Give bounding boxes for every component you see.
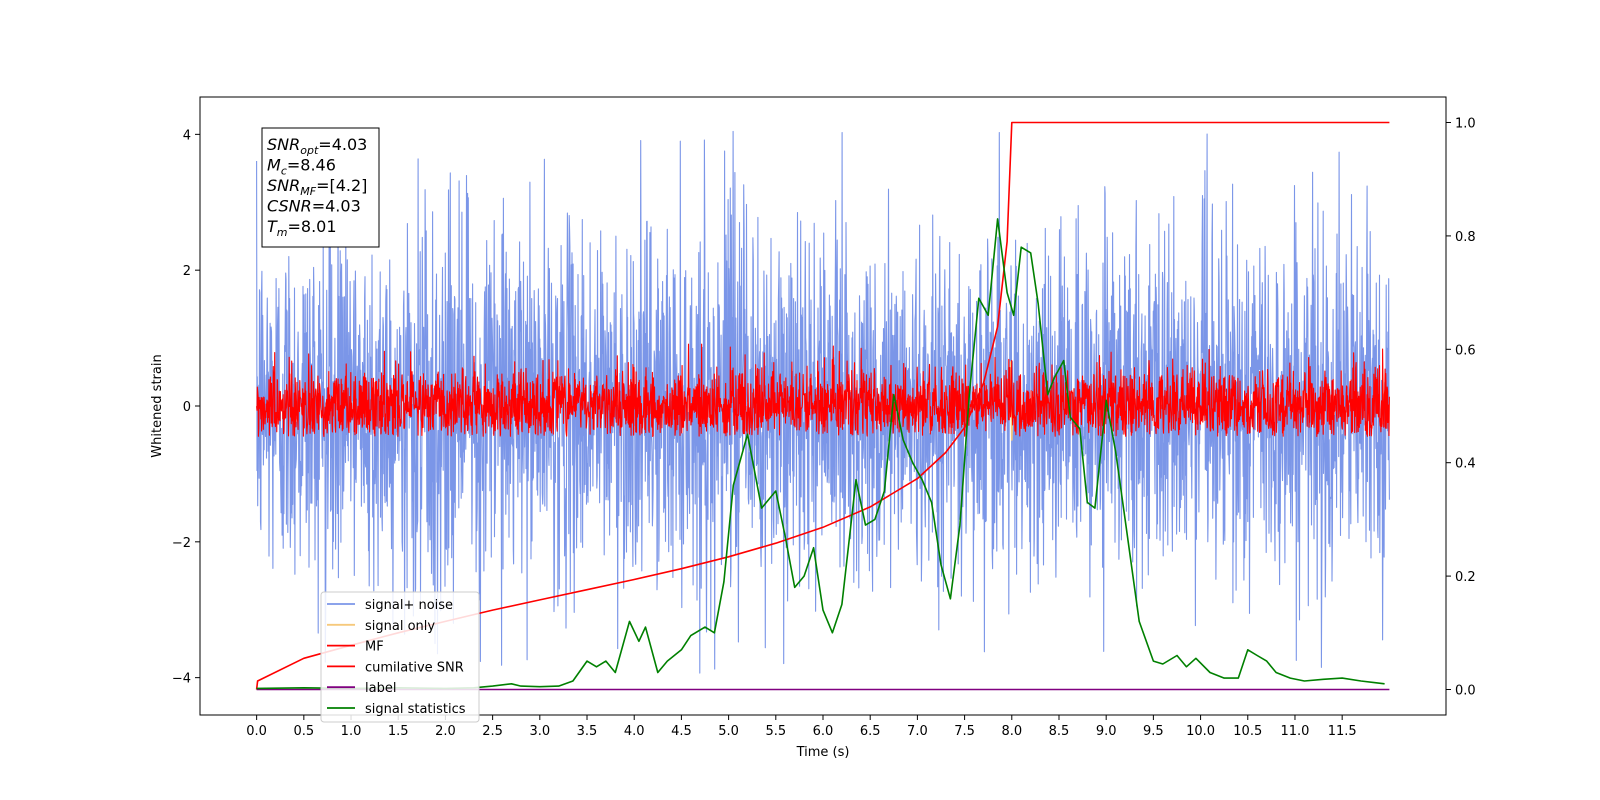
annotation-line: SNRMF=[4.2] (267, 176, 367, 198)
y-axis-label: Whitened strain (150, 354, 165, 457)
x-tick-label: 3.5 (577, 724, 598, 739)
x-tick-label: 5.5 (765, 724, 786, 739)
y-tick-label: 0 (183, 400, 191, 415)
y-tick-label: 2 (183, 264, 191, 279)
x-tick-label: 0.5 (293, 724, 314, 739)
x-tick-label: 1.5 (388, 724, 409, 739)
x-tick-label: 9.5 (1143, 724, 1164, 739)
y-right-tick-label: 0.0 (1455, 683, 1476, 698)
x-tick-label: 8.5 (1049, 724, 1070, 739)
x-tick-label: 10.0 (1186, 724, 1215, 739)
annotation-line: Tm=8.01 (267, 217, 337, 239)
y-right-tick-label: 0.2 (1455, 570, 1476, 585)
annotation-box: SNRopt=4.03Mc=8.46SNRMF=[4.2]CSNR=4.03Tm… (261, 127, 380, 248)
y-right-tick-label: 0.6 (1455, 343, 1476, 358)
x-tick-label: 11.0 (1280, 724, 1309, 739)
x-tick-label: 2.5 (482, 724, 503, 739)
legend: signal+ noise signal only MF cumilative SNR… (320, 591, 480, 723)
annotation-line: Mc=8.46 (267, 156, 336, 178)
series-mf (256, 343, 1390, 438)
legend-label: signal+ noise (365, 598, 453, 613)
x-tick-label: 6.5 (860, 724, 881, 739)
y-tick-label: 4 (183, 128, 191, 143)
x-tick-label: 6.0 (813, 724, 834, 739)
x-tick-label: 5.0 (718, 724, 739, 739)
x-tick-label: 4.5 (671, 724, 692, 739)
legend-label: MF (365, 640, 384, 655)
x-tick-label: 8.0 (1001, 724, 1022, 739)
x-tick-label: 11.5 (1328, 724, 1357, 739)
annotation-line: SNRopt=4.03 (267, 135, 367, 157)
x-tick-label: 2.0 (435, 724, 456, 739)
y-right-tick-label: 0.8 (1455, 230, 1476, 245)
y-right-tick-label: 1.0 (1455, 117, 1476, 132)
x-axis-label: Time (s) (796, 745, 850, 760)
x-tick-label: 7.0 (907, 724, 928, 739)
legend-label: signal only (365, 619, 435, 634)
x-tick-label: 7.5 (954, 724, 975, 739)
x-tick-label: 10.5 (1233, 724, 1262, 739)
y-tick-label: −4 (172, 672, 191, 687)
annotation-line: CSNR=4.03 (267, 197, 361, 216)
legend-label: cumilative SNR (365, 660, 464, 675)
y-tick-label: −2 (172, 536, 191, 551)
x-tick-label: 4.0 (624, 724, 645, 739)
axes-layer: 0.0 0.5 1.0 1.5 2.0 2.5 3.0 3.5 4.0 4.5 5.0 5.5 6.0 6… (150, 96, 1476, 760)
x-tick-label: 0.0 (246, 724, 267, 739)
legend-frame (320, 591, 480, 723)
series-signal-noise (256, 130, 1390, 674)
annotation-frame (261, 127, 380, 248)
series-signal-statistics (256, 218, 1385, 690)
y-right-tick-label: 0.4 (1455, 457, 1476, 472)
legend-label: label (365, 681, 396, 696)
legend-label: signal statistics (365, 702, 466, 717)
x-tick-label: 9.0 (1096, 724, 1117, 739)
x-tick-label: 3.0 (529, 724, 550, 739)
x-tick-label: 1.0 (341, 724, 362, 739)
